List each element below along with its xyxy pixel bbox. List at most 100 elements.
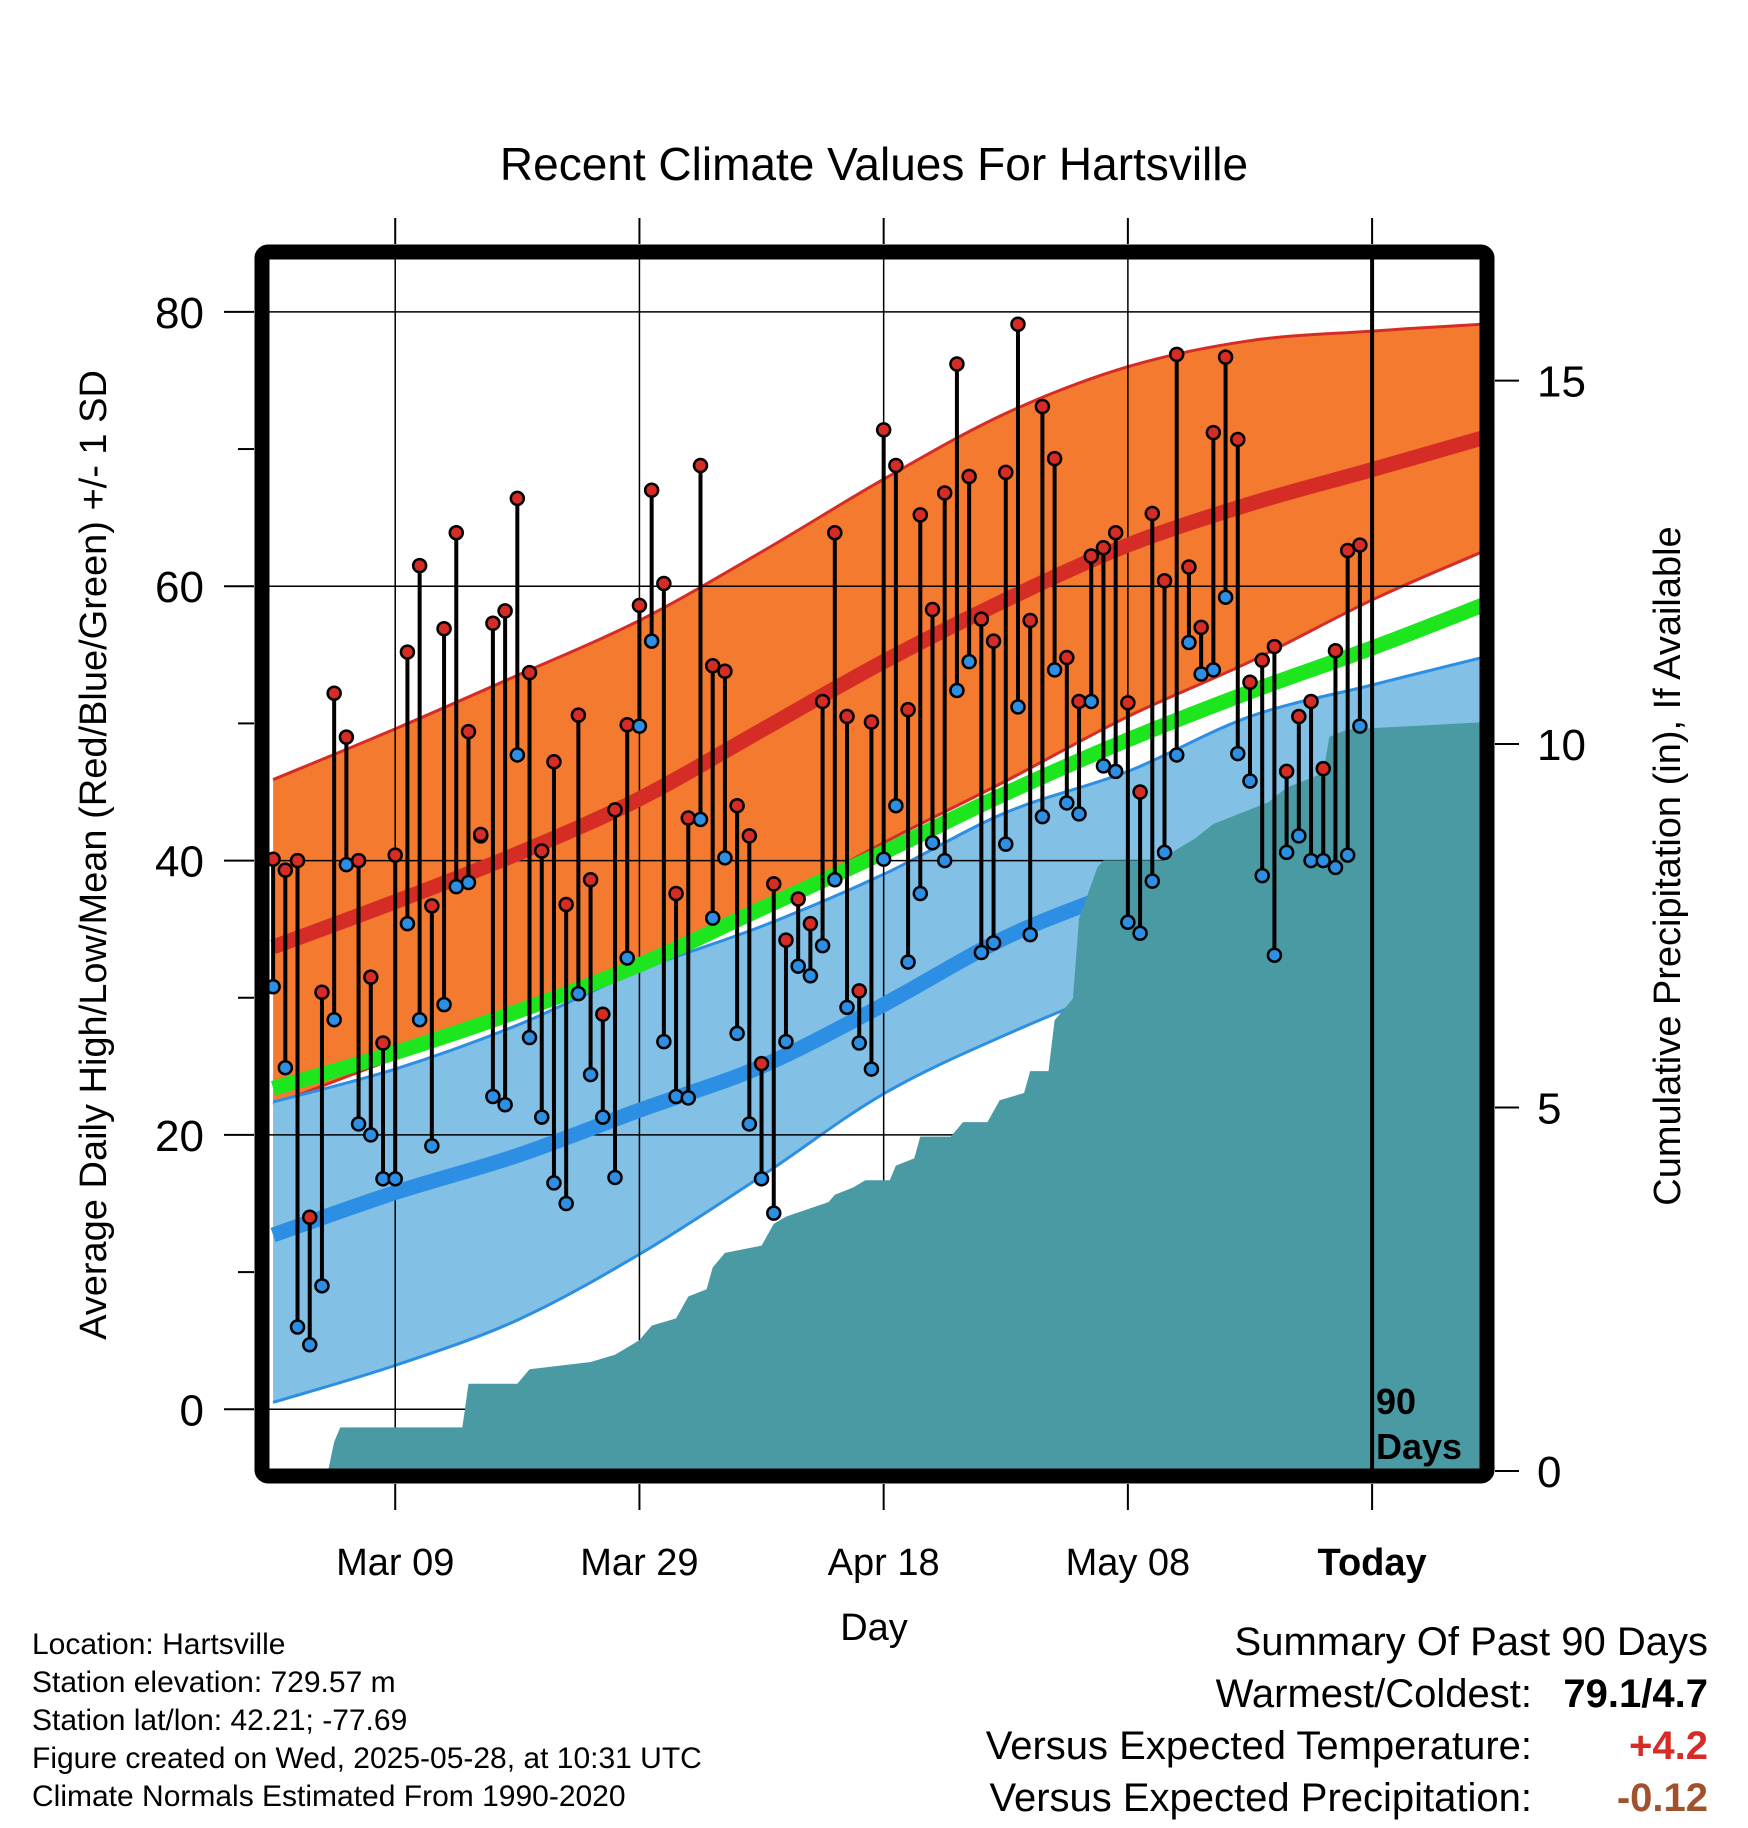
daily-high-point [509,490,526,507]
daily-high-point [1181,559,1197,575]
daily-low-point [570,985,587,1002]
daily-low-point [363,1127,379,1143]
y2-axis-label: Cumulative Precipitation (in), If Availa… [1647,526,1689,1205]
daily-low-point [1022,926,1038,943]
low-sd-band [273,657,1482,1403]
daily-high-point [1144,505,1161,522]
daily-low-point [350,1116,367,1132]
daily-high-point [1120,695,1136,711]
daily-low-point [301,1337,318,1353]
daily-high-point [875,422,892,438]
daily-low-point [827,872,843,888]
latlon-text: Station lat/lon: 42.21; -77.69 [32,1704,408,1737]
daily-high-point [399,644,416,660]
daily-high-point [1059,649,1075,666]
summary-panel: Summary Of Past 90 Days Warmest/Coldest:… [986,1620,1708,1828]
daily-low-point [1230,745,1246,762]
daily-low-point [851,1035,867,1051]
x-tick-label: Today [1318,1542,1427,1584]
daily-low-point [546,1175,562,1191]
warmest-row: Warmest/Coldest: 79.1/4.7 [986,1672,1708,1724]
daily-high-point [1083,548,1099,564]
daily-low-point [1156,844,1173,861]
daily-high-point [289,852,306,869]
daily-high-point [802,915,819,932]
daily-low-point [1168,747,1185,763]
daily-high-point [1168,346,1185,363]
daily-low-point [888,797,904,814]
daily-high-point [1242,674,1258,690]
daily-low-point [1315,852,1332,869]
daily-high-point [851,983,867,999]
daily-points [265,316,1368,1353]
daily-low-point [900,954,916,970]
summary-title-row: Summary Of Past 90 Days [986,1620,1708,1672]
summary-title: Summary Of Past 90 Days [1234,1620,1708,1664]
daily-low-point [533,1109,550,1125]
station-info: Location: Hartsville Station elevation: … [32,1626,702,1816]
y-tick-label: 0 [180,1386,204,1435]
x-tick-label: Mar 29 [580,1542,698,1584]
daily-high-point [924,601,941,618]
daily-low-point [607,1169,623,1186]
daily-high-point [350,852,367,869]
daily-low-point [1046,662,1063,678]
elevation-text: Station elevation: 729.57 m [32,1666,396,1699]
daily-low-point [1181,634,1197,651]
daily-low-point [1278,844,1295,861]
normals-text: Climate Normals Estimated From 1990-2020 [32,1780,626,1813]
daily-high-point [1205,424,1222,441]
daily-high-point [558,896,574,913]
daily-low-point [460,874,477,891]
y-tick-label: 80 [155,289,204,338]
daily-low-point [1010,699,1026,715]
daily-low-point [1266,947,1283,963]
daily-high-point [533,843,550,859]
daily-low-point [1217,589,1234,605]
daily-low-point [729,1025,745,1042]
daily-low-point [1071,806,1087,822]
daily-high-point [741,828,758,844]
daily-low-point [839,999,855,1016]
daily-high-point [1254,652,1270,669]
daily-high-point [411,557,428,574]
daily-high-point [704,658,721,674]
daily-high-point [766,876,782,892]
daily-high-point [998,464,1014,481]
y2-tick-label: 10 [1537,721,1586,770]
daily-low-point [411,1011,428,1028]
daily-low-point [643,633,660,649]
daily-high-point [790,891,806,907]
daily-low-point [1254,867,1270,884]
daily-low-point [1132,925,1148,942]
daily-high-point [570,707,587,723]
daily-low-point [619,950,635,966]
daily-high-point [595,1006,611,1022]
daily-low-point [631,718,648,734]
precip-anomaly-row: Versus Expected Precipitation: -0.12 [986,1776,1708,1828]
daily-low-point [387,1171,403,1187]
daily-high-point [314,984,330,1001]
today-days-count: 90 [1376,1381,1416,1422]
daily-low-point [961,653,977,670]
y-tick-label: 40 [155,838,204,887]
daily-high-point [1193,619,1209,636]
today-days-unit: Days [1376,1426,1462,1467]
daily-low-point [1352,718,1368,734]
daily-low-point [595,1109,611,1125]
daily-low-point [399,915,416,932]
daily-high-point [1327,642,1344,659]
location-text: Location: Hartsville [32,1628,286,1661]
daily-high-point [912,507,929,523]
daily-high-point [546,754,562,770]
y-axis-label: Average Daily High/Low/Mean (Red/Blue/Gr… [73,370,115,1340]
daily-low-point [1107,763,1124,780]
temp-anomaly-row: Versus Expected Temperature: +4.2 [986,1724,1708,1776]
daily-low-point [485,1088,501,1105]
y2-tick-label: 0 [1537,1448,1561,1497]
x-tick-label: Mar 09 [336,1542,454,1584]
daily-high-point [961,468,977,485]
daily-low-point [424,1138,440,1154]
daily-low-point [863,1061,880,1077]
daily-low-point [790,958,806,974]
